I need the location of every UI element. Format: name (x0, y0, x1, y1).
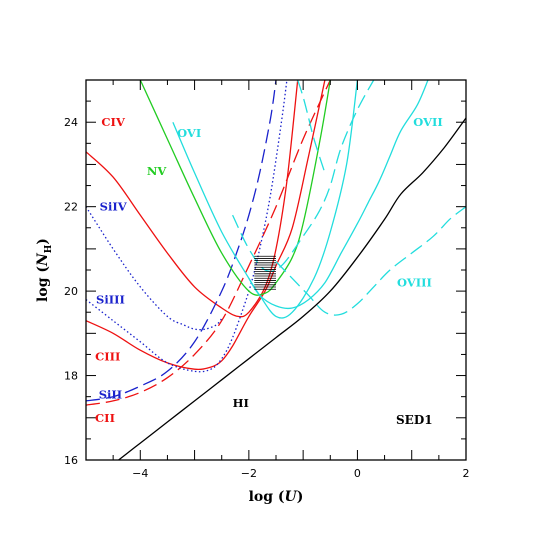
series-label-siiii: SiIII (96, 293, 125, 307)
y-tick-label: 20 (64, 285, 78, 298)
x-tick-label: 0 (354, 467, 361, 480)
x-tick-label: −4 (132, 467, 148, 480)
shaded-region (254, 255, 276, 290)
sed-annotation: SED1 (396, 413, 433, 427)
series-line-ovii (232, 80, 375, 273)
series-label-nv: NV (147, 164, 168, 178)
series-label-civ: CIV (101, 115, 126, 129)
series-line-nv (139, 80, 331, 296)
series-label-cii: CII (95, 411, 115, 425)
x-tick-label: −2 (241, 467, 257, 480)
series-label-ovii: OVII (413, 115, 443, 129)
series-line-branch-10 (297, 80, 326, 174)
series-line-oviii (275, 206, 466, 316)
y-axis-label: log (NH) (35, 238, 54, 302)
x-axis-label: log (U) (249, 489, 304, 505)
series-line-hi (118, 117, 466, 460)
y-tick-label: 16 (64, 454, 78, 467)
axis-ticks: −4 −2 0 2 16 18 20 22 24 (64, 79, 470, 480)
series-label-siii: SiII (99, 388, 122, 402)
y-tick-label: 24 (64, 116, 78, 129)
series-line-ciii (86, 80, 326, 371)
series-label-hi: HI (233, 396, 249, 410)
series-line-siiv (86, 206, 223, 331)
plot-frame (85, 79, 467, 461)
series-labels: CIV NV OVI OVII SiIV SiIII OVIII CIII SiII CII HI (95, 115, 443, 425)
series-line-civ (86, 80, 299, 318)
series-line-siii (86, 80, 277, 402)
series-line-siiii (86, 80, 288, 373)
series-label-ciii: CIII (95, 350, 120, 364)
series-label-ovi: OVI (177, 126, 201, 140)
y-tick-label: 18 (64, 370, 78, 383)
chart-series-layer (86, 80, 466, 460)
y-tick-label: 22 (64, 201, 78, 214)
series-line-cii (86, 80, 331, 406)
series-label-oviii: OVIII (397, 276, 432, 290)
series-line-branch-8 (248, 80, 429, 310)
series-label-siiv: SiIV (100, 200, 128, 214)
x-tick-label: 2 (463, 467, 470, 480)
series-line-ovi (172, 80, 359, 319)
